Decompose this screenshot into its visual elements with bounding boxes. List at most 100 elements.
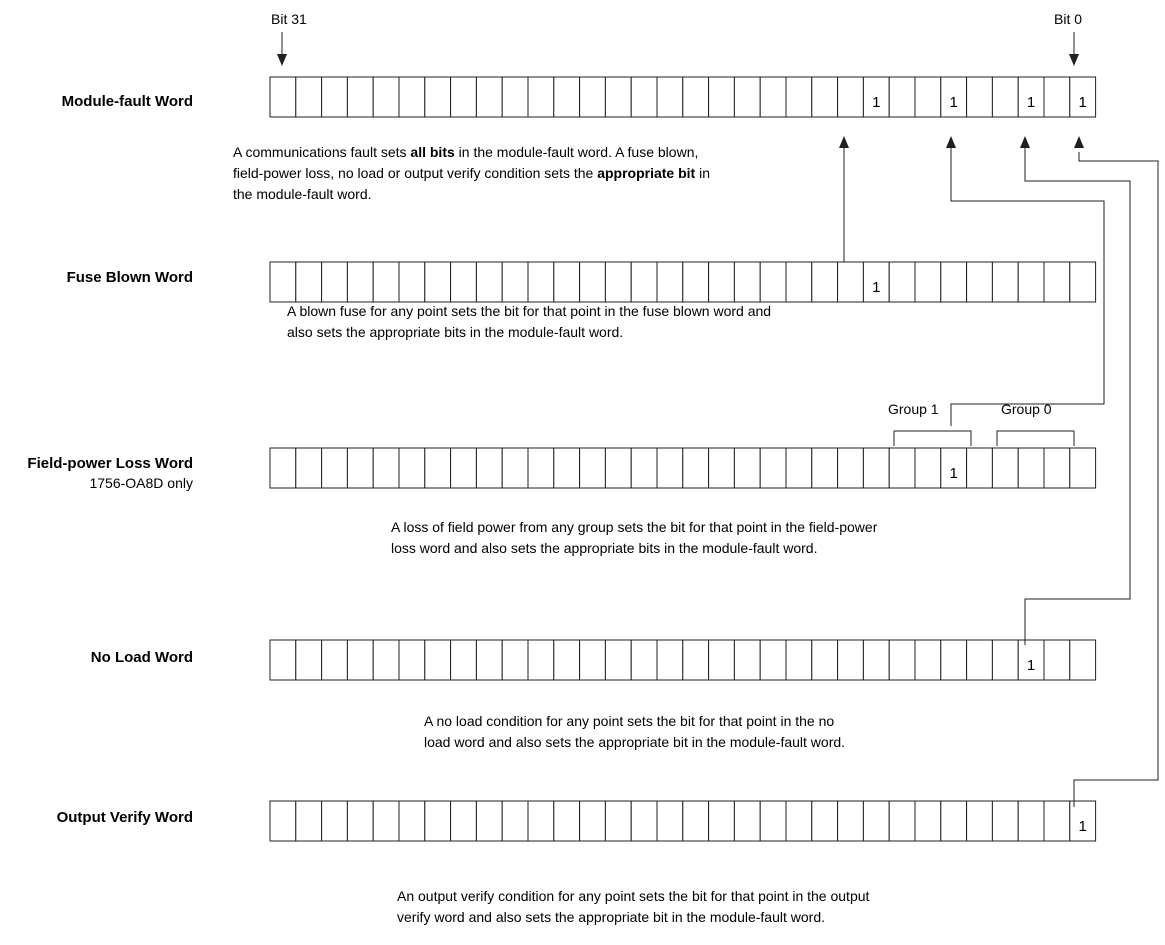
bit-cell-13	[733, 447, 761, 489]
bit-cell-2	[1017, 447, 1045, 489]
bit-cell-19	[579, 261, 606, 303]
bit-cell-29	[321, 800, 348, 842]
module-fault-caption-run: in	[695, 165, 710, 181]
bit-31-label: Bit 31	[271, 11, 307, 27]
bit-cell-21	[527, 76, 555, 118]
fuse-blown-connector	[839, 136, 849, 262]
bit-cell-0	[1069, 261, 1097, 303]
bit-cell-17	[630, 76, 658, 118]
bit-cell-20	[553, 800, 581, 842]
bit-cell-25	[424, 800, 452, 842]
bit-cell-27	[372, 639, 400, 681]
module-fault-caption-run: in the module-fault word. A fuse blown,	[455, 144, 699, 160]
group-0-label: Group 0	[1001, 401, 1052, 417]
bit-cell-24	[450, 800, 477, 842]
bit-cell-6	[914, 76, 942, 118]
bit-cell-8	[862, 447, 890, 489]
bit-cell-28	[346, 447, 374, 489]
bit-cell-30	[295, 447, 323, 489]
bit-cell-29	[321, 639, 348, 681]
bit-value-0: 1	[1079, 818, 1087, 835]
bit-cell-27	[372, 261, 400, 303]
bit-value-0: 1	[1079, 94, 1087, 111]
bit-cell-23	[475, 76, 503, 118]
field-power-loss-caption-line-2: loss word and also sets the appropriate …	[391, 540, 817, 556]
bit-cell-5	[940, 800, 968, 842]
bit-cell-20	[553, 261, 581, 303]
bit-cell-13	[733, 76, 761, 118]
bit-cell-4	[966, 261, 993, 303]
bit-31-arrowhead	[277, 54, 287, 66]
output-verify-caption-line-1: An output verify condition for any point…	[397, 888, 870, 904]
bit-cell-20	[553, 639, 581, 681]
bit-cell-6	[914, 639, 942, 681]
output-verify-word-label: Output Verify Word	[57, 809, 193, 826]
module-fault-caption-run: all bits	[410, 144, 455, 160]
bit-cell-19	[579, 639, 606, 681]
bit-cell-13	[733, 800, 761, 842]
bit-cell-11	[785, 447, 813, 489]
bit-cell-17	[630, 800, 658, 842]
bit-cell-16	[656, 447, 684, 489]
bit-cell-13	[733, 261, 761, 303]
bit-cell-1	[1043, 800, 1071, 842]
bit-cell-17	[630, 261, 658, 303]
bit-cell-15	[682, 639, 710, 681]
bit-cell-28	[346, 639, 374, 681]
bit-cell-2	[1017, 76, 1045, 118]
bit-cell-21	[527, 261, 555, 303]
bit-cell-6	[914, 261, 942, 303]
bit-cell-22	[501, 261, 529, 303]
bit-cell-7	[888, 76, 916, 118]
bit-cell-22	[501, 639, 529, 681]
bit-cell-26	[398, 800, 426, 842]
bit-cell-25	[424, 76, 452, 118]
bit-cell-10	[811, 800, 839, 842]
bit-cell-4	[966, 800, 993, 842]
bit-cell-29	[321, 261, 348, 303]
bit-cell-26	[398, 639, 426, 681]
bit-cell-3	[991, 639, 1019, 681]
bit-cell-18	[604, 800, 632, 842]
bit-cell-1	[1043, 639, 1071, 681]
bit-cell-4	[966, 447, 993, 489]
no-load-connector	[1020, 136, 1131, 645]
bit-cell-12	[759, 261, 787, 303]
no-load-caption-line-1: A no load condition for any point sets t…	[424, 713, 834, 729]
module-fault-caption-run: the module-fault word.	[233, 186, 372, 202]
bit-cell-16	[656, 261, 684, 303]
bit-cell-27	[372, 800, 400, 842]
bit-cell-30	[295, 76, 323, 118]
bit-cell-17	[630, 639, 658, 681]
bit-cell-26	[398, 76, 426, 118]
bit-cell-28	[346, 76, 374, 118]
bit-cell-10	[811, 639, 839, 681]
bit-cell-11	[785, 261, 813, 303]
bit-cell-27	[372, 76, 400, 118]
module-fault-caption-run: A communications fault sets	[233, 144, 410, 160]
bit-cell-12	[759, 447, 787, 489]
bit-cell-9	[837, 639, 864, 681]
bit-cell-12	[759, 639, 787, 681]
bit-cell-3	[991, 76, 1019, 118]
bit-cell-29	[321, 76, 348, 118]
field-power-loss-caption-line-1: A loss of field power from any group set…	[391, 519, 878, 535]
module-fault-word-bits: 1 1 1 1	[269, 76, 1097, 118]
bit-cell-2	[1017, 261, 1045, 303]
bit-cell-9	[837, 76, 864, 118]
bit-cell-13	[733, 639, 761, 681]
bit-cell-16	[656, 800, 684, 842]
bit-cell-19	[579, 76, 606, 118]
bit-cell-24	[450, 639, 477, 681]
no-load-caption-line-2: load word and also sets the appropriate …	[424, 734, 845, 750]
bit-cell-18	[604, 261, 632, 303]
bit-cell-30	[295, 800, 323, 842]
bit-cell-8	[862, 639, 890, 681]
bit-cell-27	[372, 447, 400, 489]
bit-cell-3	[991, 261, 1019, 303]
bit-cell-14	[708, 261, 735, 303]
bit-cell-7	[888, 261, 916, 303]
module-fault-caption-run: appropriate bit	[597, 165, 695, 181]
bit-cell-11	[785, 76, 813, 118]
bit-cell-7	[888, 800, 916, 842]
